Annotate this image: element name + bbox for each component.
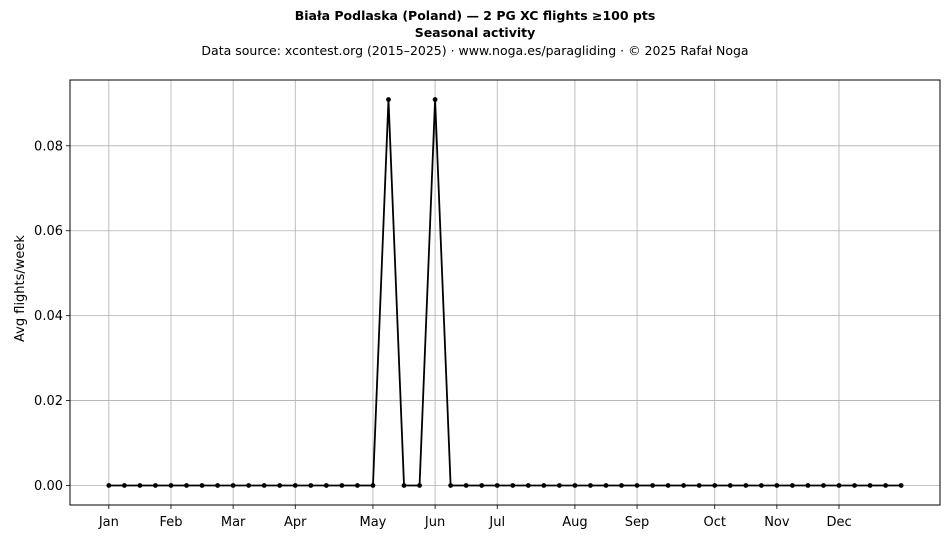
data-point [681,483,687,488]
data-point [634,483,640,488]
data-point [883,483,889,488]
series-layer [106,97,904,488]
data-point [898,483,904,488]
y-tick-label: 0.04 [34,309,63,324]
y-axis-label: Avg flights/week [13,235,28,342]
chart-source-note: Data source: xcontest.org (2015–2025) · … [201,43,749,58]
data-point [137,483,143,488]
data-point [199,483,205,488]
data-point [230,483,236,488]
data-point [215,483,220,488]
data-point [323,483,329,488]
data-point [246,483,252,488]
x-tick-label: Mar [221,515,246,530]
data-point [525,483,531,488]
x-tick-label: May [360,515,387,530]
y-axis: 0.00 0.02 0.04 0.06 0.08 [34,139,70,494]
data-point [370,483,376,488]
x-tick-label: Oct [703,515,725,530]
data-point [867,483,873,488]
data-point [168,483,174,488]
y-tick-label: 0.00 [34,479,63,494]
chart-title: Biała Podlaska (Poland) — 2 PG XC flight… [294,8,656,23]
data-point [603,483,609,488]
x-tick-label: Jan [98,515,119,530]
data-point [790,483,795,488]
data-point [541,483,547,488]
data-point [852,483,857,488]
x-tick-label: Nov [764,515,790,530]
data-point [805,483,811,488]
data-point [696,483,702,488]
series-line [108,98,902,487]
x-tick-label: Aug [562,515,587,530]
x-axis: Jan Feb Mar Apr May Jun Jul Aug Sep Oct Nov Dec [98,505,852,530]
y-tick-label: 0.02 [34,394,63,409]
data-point [774,483,780,488]
x-tick-label: Dec [826,515,851,530]
data-point [184,483,189,488]
y-tick-label: 0.06 [34,224,63,239]
data-point [277,483,283,488]
data-point [572,483,578,488]
plot-frame [69,79,941,506]
data-point [386,97,391,102]
chart-subtitle: Seasonal activity [414,25,536,40]
data-point [153,483,158,488]
data-point [106,483,112,488]
x-tick-label: Sep [625,515,650,530]
data-point [339,483,345,488]
y-tick-label: 0.08 [34,139,63,154]
x-tick-label: Feb [159,515,182,530]
data-point [448,483,454,488]
x-tick-label: Apr [284,515,307,530]
data-point [494,483,500,488]
data-point [261,483,267,488]
data-point [588,483,593,488]
data-point [821,483,826,488]
data-point [510,483,516,488]
data-point [308,483,314,488]
data-point [712,483,718,488]
data-point [401,483,407,488]
data-point [619,483,624,488]
data-point [650,483,655,488]
data-point [292,483,298,488]
data-point [556,483,562,488]
data-point [836,483,842,488]
data-point [463,483,469,488]
x-tick-label: Jul [488,515,505,530]
data-point [417,483,422,488]
x-tick-label: Jun [424,515,445,530]
data-point [432,97,438,102]
data-point [355,483,360,488]
data-point [743,483,749,488]
grid-lines [70,80,940,505]
data-point [665,483,671,488]
data-point [758,483,764,488]
data-point [121,483,127,488]
data-point [479,483,485,488]
data-point [727,483,733,488]
